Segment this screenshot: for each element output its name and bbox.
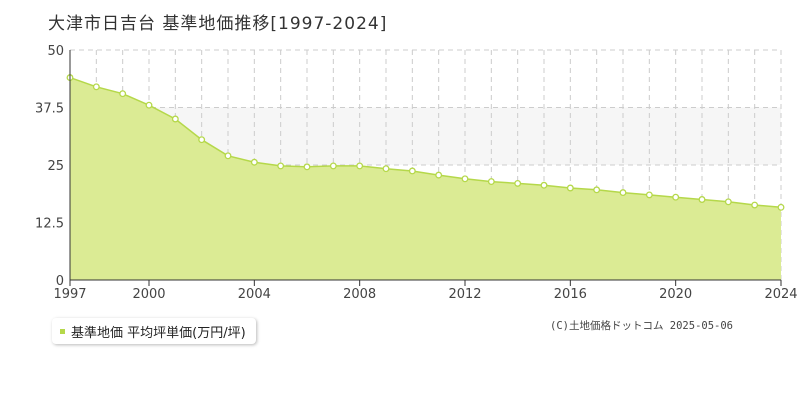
data-point bbox=[566, 184, 574, 192]
y-tick-label: 50 bbox=[47, 44, 64, 59]
data-point bbox=[514, 179, 522, 187]
series-area bbox=[70, 77, 781, 280]
x-tick-label: 2008 bbox=[343, 287, 376, 302]
data-point bbox=[724, 198, 732, 206]
data-point bbox=[435, 171, 443, 179]
data-point bbox=[277, 162, 285, 170]
legend: 基準地価 平均坪単価(万円/坪) bbox=[52, 318, 256, 344]
data-point bbox=[171, 115, 179, 123]
x-tick-label: 2024 bbox=[764, 287, 797, 302]
data-point bbox=[382, 165, 390, 173]
series-line bbox=[69, 76, 782, 209]
y-tick-label: 25 bbox=[47, 159, 64, 174]
legend-label: 基準地価 平均坪単価(万円/坪) bbox=[71, 325, 246, 341]
chart-title: 大津市日吉台 基準地価推移[1997-2024] bbox=[48, 14, 388, 34]
data-point bbox=[119, 90, 127, 98]
y-tick-label: 0 bbox=[56, 274, 64, 289]
x-tick-label: 2000 bbox=[132, 287, 165, 302]
data-point bbox=[461, 175, 469, 183]
data-point bbox=[224, 152, 232, 160]
data-point bbox=[198, 136, 206, 144]
data-point bbox=[540, 181, 548, 189]
data-point bbox=[408, 167, 416, 175]
x-tick-label: 1997 bbox=[53, 287, 86, 302]
x-tick-label: 2004 bbox=[238, 287, 271, 302]
data-point bbox=[777, 203, 785, 211]
y-tick-label: 12.5 bbox=[35, 217, 64, 232]
data-point bbox=[356, 162, 364, 170]
data-point bbox=[303, 163, 311, 171]
x-tick-label: 2016 bbox=[554, 287, 587, 302]
x-tick-label: 2020 bbox=[659, 287, 692, 302]
y-tick-label: 37.5 bbox=[35, 102, 64, 117]
data-point bbox=[645, 191, 653, 199]
data-point bbox=[250, 158, 258, 166]
x-tick-label: 2012 bbox=[448, 287, 481, 302]
data-point bbox=[487, 178, 495, 186]
data-point bbox=[751, 201, 759, 209]
data-point bbox=[92, 83, 100, 91]
data-point bbox=[672, 193, 680, 201]
copyright-text: (C)土地価格ドットコム 2025-05-06 bbox=[550, 320, 734, 332]
data-point bbox=[698, 196, 706, 203]
legend-marker bbox=[60, 328, 65, 334]
data-point bbox=[145, 101, 153, 109]
data-point bbox=[329, 162, 337, 170]
data-point bbox=[593, 186, 601, 194]
data-point bbox=[619, 189, 627, 197]
